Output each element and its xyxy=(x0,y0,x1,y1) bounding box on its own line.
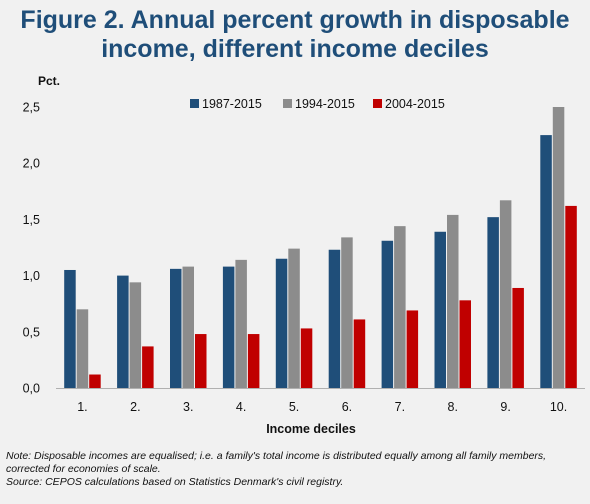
note-line-2: corrected for economies of scale. xyxy=(6,463,161,475)
y-axis-ticks: 0,0 0,5 1,0 1,5 2,0 2,5 xyxy=(23,101,40,396)
bar-2004-2015-decile-6 xyxy=(353,319,366,388)
note-line-3: Source: CEPOS calculations based on Stat… xyxy=(6,476,344,488)
bar-1994-2015-decile-3 xyxy=(182,266,194,388)
y-tick-label: 1,5 xyxy=(23,213,40,227)
x-tick-label: 10. xyxy=(550,400,567,414)
bar-2004-2015-decile-9 xyxy=(512,287,524,388)
x-tick-label: 1. xyxy=(77,400,87,414)
bar-2004-2015-decile-8 xyxy=(459,300,471,388)
bar-1987-2015-decile-6 xyxy=(328,249,341,388)
bar-1994-2015-decile-8 xyxy=(447,214,459,388)
figure-note: Note: Disposable incomes are equalised; … xyxy=(6,450,586,489)
x-tick-label: 7. xyxy=(395,400,405,414)
bar-2004-2015-decile-1 xyxy=(89,374,101,388)
x-tick-label: 8. xyxy=(448,400,458,414)
bar-1987-2015-decile-10 xyxy=(540,135,552,388)
figure-title-line-1: Figure 2. Annual percent growth in dispo… xyxy=(20,6,570,34)
bar-1987-2015-decile-8 xyxy=(434,231,446,388)
bar-2004-2015-decile-7 xyxy=(406,310,419,388)
bar-1987-2015-decile-5 xyxy=(275,258,288,388)
legend-swatch xyxy=(283,99,292,108)
bar-1994-2015-decile-9 xyxy=(499,200,512,388)
bar-2004-2015-decile-3 xyxy=(195,334,207,388)
y-tick-label: 2,0 xyxy=(23,157,40,171)
y-axis-label: Pct. xyxy=(38,74,60,88)
legend-label: 2004-2015 xyxy=(385,97,445,111)
bar-1987-2015-decile-4 xyxy=(222,266,235,388)
bar-1994-2015-decile-5 xyxy=(288,248,300,388)
y-tick-label: 0,0 xyxy=(23,382,40,396)
bar-2004-2015-decile-4 xyxy=(247,334,260,388)
bar-1994-2015-decile-6 xyxy=(341,237,353,388)
bar-1987-2015-decile-1 xyxy=(64,269,76,388)
bar-1994-2015-decile-10 xyxy=(552,107,565,388)
bar-series xyxy=(64,107,577,388)
legend-swatch xyxy=(373,99,382,108)
x-tick-label: 5. xyxy=(289,400,299,414)
y-tick-label: 0,5 xyxy=(23,325,40,339)
bar-1987-2015-decile-9 xyxy=(487,217,499,388)
x-tick-label: 9. xyxy=(500,400,510,414)
bar-2004-2015-decile-10 xyxy=(565,205,577,388)
legend-label: 1987-2015 xyxy=(202,97,262,111)
y-tick-label: 2,5 xyxy=(23,101,40,115)
bar-1994-2015-decile-4 xyxy=(235,259,247,388)
x-tick-label: 2. xyxy=(130,400,140,414)
x-axis-ticks: 1. 2. 3. 4. 5. 6. 7. 8. 9. 10. xyxy=(77,400,567,414)
figure-title: Figure 2. Annual percent growth in dispo… xyxy=(0,6,590,64)
bar-1994-2015-decile-1 xyxy=(76,309,89,388)
x-tick-label: 4. xyxy=(236,400,246,414)
x-tick-label: 6. xyxy=(342,400,352,414)
bar-2004-2015-decile-5 xyxy=(300,328,313,388)
chart-legend: 1987-2015 1994-2015 2004-2015 xyxy=(190,97,445,111)
bar-2004-2015-decile-2 xyxy=(142,346,154,388)
bar-1994-2015-decile-7 xyxy=(394,226,406,388)
note-line-1: Note: Disposable incomes are equalised; … xyxy=(6,450,547,462)
x-tick-label: 3. xyxy=(183,400,193,414)
bar-1994-2015-decile-2 xyxy=(129,282,142,388)
bar-1987-2015-decile-2 xyxy=(117,275,129,388)
bar-1987-2015-decile-7 xyxy=(381,240,394,388)
legend-label: 1994-2015 xyxy=(295,97,355,111)
bar-1987-2015-decile-3 xyxy=(170,268,182,388)
x-axis-label: Income deciles xyxy=(266,422,356,436)
figure-title-line-2: income, different income deciles xyxy=(101,35,489,63)
y-tick-label: 1,0 xyxy=(23,269,40,283)
legend-swatch xyxy=(190,99,199,108)
